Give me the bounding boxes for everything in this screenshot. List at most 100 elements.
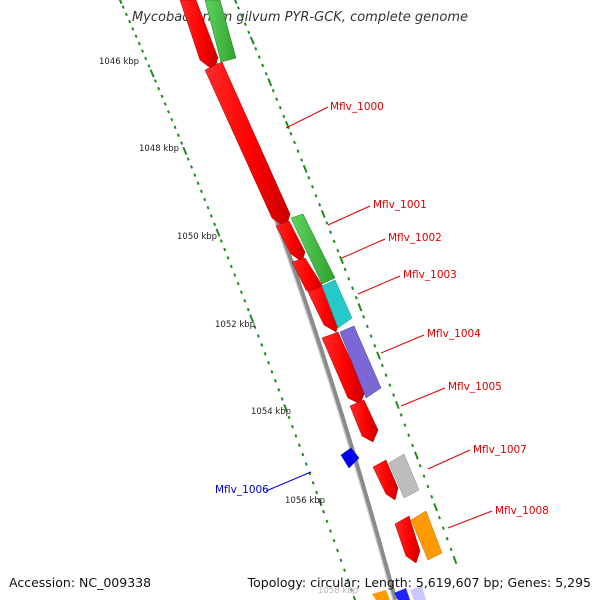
tick-major xyxy=(320,209,326,218)
tick-major xyxy=(357,303,363,312)
gene-feature[interactable] xyxy=(204,0,237,63)
gene-label[interactable]: Mflv_1007 xyxy=(473,444,527,456)
tick-minor xyxy=(239,290,243,294)
tick-major xyxy=(339,255,344,265)
tick-minor xyxy=(346,578,350,582)
tick-minor xyxy=(407,433,411,437)
tick-minor xyxy=(422,474,426,478)
gene-label[interactable]: Mflv_1008 xyxy=(495,505,549,517)
tick-major xyxy=(149,69,155,78)
tick-minor xyxy=(325,221,329,225)
tick-minor xyxy=(246,307,250,312)
tick-minor xyxy=(209,214,213,218)
gene-feature[interactable] xyxy=(339,325,382,399)
tick-minor xyxy=(144,56,148,61)
tick-minor xyxy=(336,548,339,553)
gene-feature[interactable] xyxy=(410,510,443,561)
tick-minor xyxy=(193,173,197,177)
tick-minor xyxy=(264,72,268,76)
tick-minor xyxy=(343,267,347,272)
gene-feature[interactable] xyxy=(340,447,360,469)
tick-minor xyxy=(131,27,135,31)
tick-major xyxy=(283,404,288,413)
gene-feature[interactable] xyxy=(394,588,410,600)
gene-feature[interactable] xyxy=(321,331,366,405)
kbp-labels: 1046 kbp 1048 kbp 1050 kbp 1052 kbp 1054… xyxy=(99,57,358,596)
tick-minor xyxy=(267,361,271,365)
tick-minor xyxy=(170,117,174,122)
tick-minor xyxy=(329,529,332,533)
tick-minor xyxy=(388,383,392,387)
tick-minor xyxy=(380,363,384,368)
tick-major xyxy=(302,164,308,173)
tick-major xyxy=(414,451,419,460)
gene-feature[interactable] xyxy=(275,220,306,263)
tick-minor xyxy=(271,88,275,93)
gene-label[interactable]: Mflv_1003 xyxy=(403,269,457,281)
tick-minor xyxy=(449,547,453,552)
gene-feature[interactable] xyxy=(349,399,379,443)
gene-label[interactable]: Mflv_1000 xyxy=(330,101,384,113)
tick-minor xyxy=(163,102,167,106)
tick-minor xyxy=(297,443,301,447)
tick-minor xyxy=(296,149,300,153)
tick-minor xyxy=(294,434,298,438)
tick-minor xyxy=(384,373,388,377)
tick-major xyxy=(395,400,400,410)
tick-minor xyxy=(247,30,251,35)
tick-minor xyxy=(223,247,227,252)
gene-label[interactable]: Mflv_1005 xyxy=(448,381,502,393)
gene-feature[interactable] xyxy=(179,0,219,71)
tick-minor xyxy=(229,264,233,269)
tick-minor xyxy=(332,538,336,543)
tick-minor xyxy=(399,413,403,417)
gene-label[interactable]: Mflv_1002 xyxy=(388,232,442,244)
gene-label[interactable]: Mflv_1001 xyxy=(373,199,427,211)
tick-minor xyxy=(134,34,138,39)
tick-minor xyxy=(351,286,355,290)
gene-feature[interactable] xyxy=(410,586,426,600)
tick-major xyxy=(182,146,188,156)
tick-minor xyxy=(325,519,329,524)
tick-major xyxy=(452,555,458,565)
tick-minor xyxy=(253,325,257,329)
tick-minor xyxy=(240,14,244,18)
tick-minor xyxy=(137,41,141,46)
kbp-label: 1054 kbp xyxy=(251,407,291,417)
gene-feature[interactable] xyxy=(372,459,399,501)
tick-minor xyxy=(426,484,430,489)
tick-minor xyxy=(263,352,267,356)
tick-minor xyxy=(280,397,284,401)
gene-feature[interactable] xyxy=(290,213,336,285)
tick-major xyxy=(233,0,238,5)
gene-feature[interactable] xyxy=(321,279,353,329)
gene-label[interactable]: Mflv_1004 xyxy=(427,328,481,340)
tick-minor xyxy=(329,230,333,234)
gene-feature[interactable] xyxy=(372,590,390,600)
tick-major xyxy=(317,497,323,507)
tick-major xyxy=(267,78,273,87)
tick-minor xyxy=(147,64,151,68)
tick-major xyxy=(249,314,254,323)
tick-minor xyxy=(278,105,282,110)
tick-minor xyxy=(176,133,180,137)
tick-minor xyxy=(199,189,203,194)
tick-minor xyxy=(260,343,264,347)
tick-minor xyxy=(186,157,190,161)
tick-minor xyxy=(301,452,305,457)
gene-feature[interactable] xyxy=(204,61,291,229)
tick-minor xyxy=(243,299,247,303)
tick-minor xyxy=(196,181,200,185)
tick-minor xyxy=(256,334,260,338)
tick-minor xyxy=(153,79,158,83)
tick-minor xyxy=(350,588,353,592)
tick-minor xyxy=(343,568,346,572)
gene-feature[interactable] xyxy=(388,453,420,499)
tick-minor xyxy=(166,109,171,114)
gene-feature[interactable] xyxy=(394,515,421,564)
kbp-label: 1048 kbp xyxy=(139,144,179,154)
tick-ring-outer xyxy=(233,0,458,565)
tick-minor xyxy=(128,19,132,24)
gene-label[interactable]: Mflv_1006 xyxy=(215,484,269,496)
tick-major xyxy=(249,36,255,45)
